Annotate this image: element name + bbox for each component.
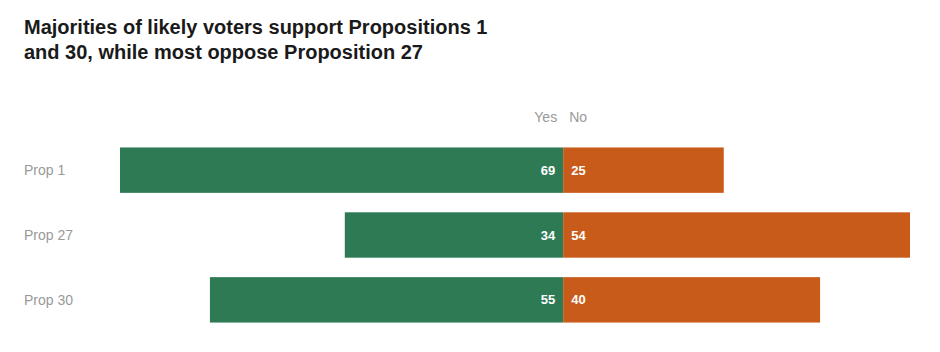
title-line: Majorities of likely voters support Prop… [24,16,487,38]
bar [120,147,563,192]
legend-entry: No [569,109,587,125]
bar [563,277,820,322]
chart: Majorities of likely voters support Prop… [0,0,940,352]
bar [345,212,563,257]
bars [120,147,910,322]
data-label: 34 [541,228,556,243]
data-label: 69 [541,163,555,178]
title-line: and 30, while most oppose Proposition 27 [24,41,423,63]
category-label: Prop 30 [24,292,73,308]
title: Majorities of likely voters support Prop… [24,16,487,63]
category-label: Prop 27 [24,227,73,243]
legend-entry: Yes [534,109,557,125]
labels: 69 25 Prop 1 34 54 Prop 27 55 40 Prop 30 [24,162,586,308]
category-label: Prop 1 [24,162,65,178]
bar [210,277,563,322]
bar [563,147,724,192]
data-label: 55 [541,292,555,307]
bar [563,212,910,257]
data-label: 40 [571,292,585,307]
data-label: 54 [571,228,586,243]
data-label: 25 [571,163,585,178]
